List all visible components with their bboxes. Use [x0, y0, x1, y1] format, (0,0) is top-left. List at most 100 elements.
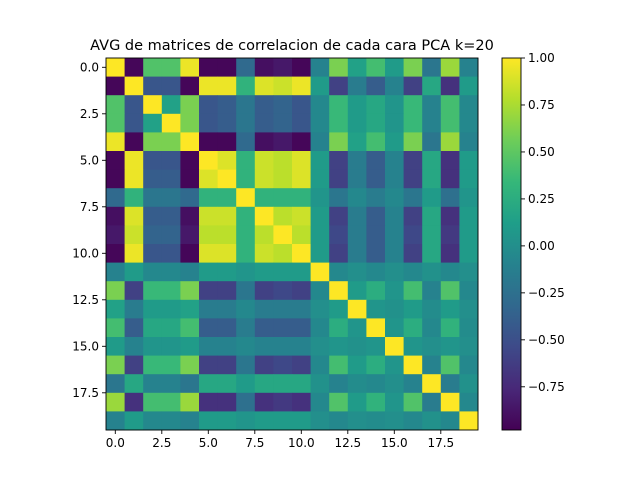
heatmap-cell: [236, 206, 256, 226]
heatmap-cell: [217, 206, 237, 226]
heatmap-cell: [310, 113, 330, 133]
heatmap-cell: [161, 225, 181, 245]
heatmap-cell: [143, 281, 163, 301]
heatmap-cell: [459, 132, 479, 152]
heatmap-cell: [459, 188, 479, 208]
heatmap-cell: [347, 95, 367, 115]
heatmap-cell: [180, 151, 200, 170]
heatmap-cell: [199, 244, 218, 263]
heatmap-cell: [459, 355, 479, 375]
heatmap-cell: [161, 132, 181, 152]
heatmap-cell: [347, 76, 367, 96]
heatmap-cell: [180, 411, 200, 431]
heatmap-cell: [366, 281, 386, 301]
heatmap-cell: [217, 337, 237, 356]
heatmap-cell: [124, 169, 144, 189]
x-tick-label: 7.5: [245, 436, 264, 450]
heatmap-cell: [385, 411, 404, 431]
heatmap-cell: [292, 151, 311, 170]
heatmap-cell: [180, 113, 200, 133]
heatmap-cell: [292, 58, 311, 77]
heatmap-cell: [217, 225, 237, 245]
heatmap-cell: [292, 318, 311, 338]
heatmap-cell: [254, 76, 274, 96]
y-tick-label: 17.5: [72, 386, 99, 400]
heatmap-cell: [199, 337, 218, 356]
heatmap-cell: [143, 169, 163, 189]
heatmap-cell: [217, 392, 237, 412]
heatmap-cell: [403, 95, 423, 115]
heatmap-cell: [254, 337, 274, 356]
heatmap-cell: [440, 299, 460, 319]
heatmap-cell: [385, 151, 404, 170]
heatmap-cell: [124, 318, 144, 338]
heatmap-cell: [217, 374, 237, 394]
heatmap-cell: [217, 355, 237, 375]
heatmap-cell: [347, 411, 367, 431]
heatmap-cell: [366, 132, 386, 152]
heatmap-cell: [422, 188, 442, 208]
y-axis: 0.0 2.5 5.0 7.5 10.0 12.5 15.0 17.5: [72, 61, 106, 400]
heatmap-cell: [161, 95, 181, 115]
chart-title: AVG de matrices de correlacion de cada c…: [90, 38, 494, 54]
heatmap-cell: [273, 299, 293, 319]
heatmap-cell: [124, 76, 144, 96]
heatmap-cell: [422, 392, 442, 412]
heatmap-cell: [366, 225, 386, 245]
heatmap-cell: [143, 374, 163, 394]
heatmap-cell: [459, 169, 479, 189]
heatmap-cell: [292, 206, 311, 226]
heatmap-cell: [161, 392, 181, 412]
heatmap-cell: [403, 113, 423, 133]
heatmap-cell: [124, 392, 144, 412]
heatmap-cell: [106, 337, 125, 356]
heatmap-cell: [217, 151, 237, 170]
heatmap-cell: [236, 374, 256, 394]
heatmap-cell: [347, 262, 367, 282]
heatmap-cell: [310, 318, 330, 338]
heatmap-cell: [143, 355, 163, 375]
heatmap-cell: [106, 76, 125, 96]
heatmap-cell: [403, 318, 423, 338]
heatmap-cell: [124, 58, 144, 77]
x-tick-label: 0.0: [106, 436, 125, 450]
heatmap-cell: [347, 225, 367, 245]
heatmap-cell: [236, 113, 256, 133]
heatmap-cell: [273, 411, 293, 431]
y-tick-label: 7.5: [80, 200, 99, 214]
heatmap-cell: [143, 244, 163, 263]
heatmap-cell: [254, 355, 274, 375]
heatmap-cell: [180, 188, 200, 208]
heatmap-cell: [403, 262, 423, 282]
heatmap-cell: [422, 151, 442, 170]
heatmap-cell: [199, 299, 218, 319]
y-tick-label: 2.5: [80, 107, 99, 121]
x-tick-label: 15.0: [381, 436, 408, 450]
heatmap-cell: [403, 76, 423, 96]
heatmap-cell: [422, 355, 442, 375]
heatmap-cell: [347, 281, 367, 301]
heatmap-cell: [292, 374, 311, 394]
heatmap-cell: [347, 374, 367, 394]
heatmap-cell: [422, 225, 442, 245]
heatmap-cell: [143, 225, 163, 245]
heatmap-cell: [385, 281, 404, 301]
heatmap-cell: [292, 132, 311, 152]
heatmap-cell: [199, 262, 218, 282]
heatmap-cell: [292, 225, 311, 245]
heatmap-cell: [310, 225, 330, 245]
heatmap-cell: [236, 262, 256, 282]
heatmap-cell: [217, 132, 237, 152]
heatmap-cell: [254, 188, 274, 208]
heatmap-cell: [440, 58, 460, 77]
heatmap-cell: [366, 299, 386, 319]
heatmap-cell: [385, 392, 404, 412]
colorbar: 1.00 0.75 0.50 0.25 0.00 −0.25 −0.50 −0.75: [501, 51, 565, 431]
heatmap-cell: [310, 392, 330, 412]
colorbar-tick-label: −0.25: [528, 286, 565, 300]
heatmap-cell: [347, 169, 367, 189]
heatmap-cell: [217, 58, 237, 77]
heatmap-cell: [366, 337, 386, 356]
heatmap-cell: [329, 374, 349, 394]
heatmap-cell: [180, 262, 200, 282]
